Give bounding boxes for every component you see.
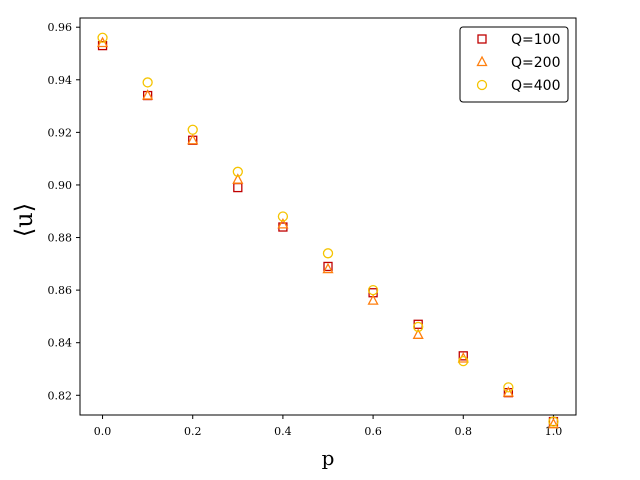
- point-q-400: [232, 166, 243, 177]
- point-q-200: [367, 294, 379, 305]
- point-q-200: [547, 417, 560, 429]
- legend-marker: [476, 55, 488, 67]
- point-q-400: [277, 211, 289, 222]
- point-q-100: [233, 182, 243, 193]
- legend-marker: [477, 34, 487, 44]
- axes-frame: [79, 17, 577, 416]
- plot-area: 0.0 0.2 0.4 0.6 0.8 1.0 0.820.840.860.880.900…: [48, 17, 577, 438]
- point-q-400: [413, 321, 424, 333]
- y-tick-label: 0.94: [48, 74, 73, 87]
- point-q-200: [322, 262, 334, 274]
- x-axis-label: p: [322, 446, 335, 470]
- legend-label: Q=200: [511, 55, 560, 71]
- point-q-100: [458, 351, 468, 361]
- x-tick-label: 1.0: [545, 425, 563, 438]
- y-axis: 0.82 0.84 0.86 0.88 0.90 0.92 0.94 0.96: [48, 21, 80, 402]
- y-tick-label: 0.90: [48, 179, 73, 192]
- point-q-200: [277, 217, 289, 229]
- point-q-400: [142, 77, 153, 88]
- legend: Q=100 Q=200 Q=400: [459, 26, 569, 103]
- legend-marker: [476, 79, 488, 91]
- point-q-200: [187, 133, 199, 145]
- point-q-400: [187, 124, 198, 135]
- point-q-100: [323, 261, 333, 272]
- point-q-400: [503, 382, 514, 393]
- point-q-200: [142, 89, 154, 100]
- point-q-400: [97, 32, 108, 43]
- y-tick-label: 0.92: [48, 126, 73, 139]
- point-q-400: [322, 248, 334, 259]
- point-q-100: [413, 319, 423, 329]
- legend-label: Q=100: [511, 32, 560, 48]
- data-markers: [96, 32, 560, 429]
- x-tick-label: 0.6: [364, 425, 382, 438]
- x-axis: 0.0 0.2 0.4 0.6 0.8 1.0: [94, 415, 562, 438]
- y-tick-label: 0.96: [48, 21, 73, 34]
- x-tick-label: 0.0: [94, 425, 112, 438]
- legend-box: [459, 26, 569, 103]
- y-tick-label: 0.88: [48, 232, 73, 245]
- x-tick-label: 0.8: [455, 425, 473, 438]
- y-axis-label: ⟨u⟩: [10, 203, 38, 237]
- point-q-200: [232, 173, 244, 184]
- point-q-400: [367, 284, 379, 296]
- point-q-200: [412, 328, 424, 339]
- legend-label: Q=400: [511, 78, 560, 94]
- y-tick-label: 0.86: [48, 284, 73, 297]
- y-tick-label: 0.82: [48, 389, 73, 402]
- point-q-400: [458, 355, 469, 367]
- point-q-400: [548, 416, 559, 427]
- x-tick-label: 0.2: [184, 425, 202, 438]
- y-tick-label: 0.84: [48, 337, 73, 350]
- x-tick-label: 0.4: [274, 425, 292, 438]
